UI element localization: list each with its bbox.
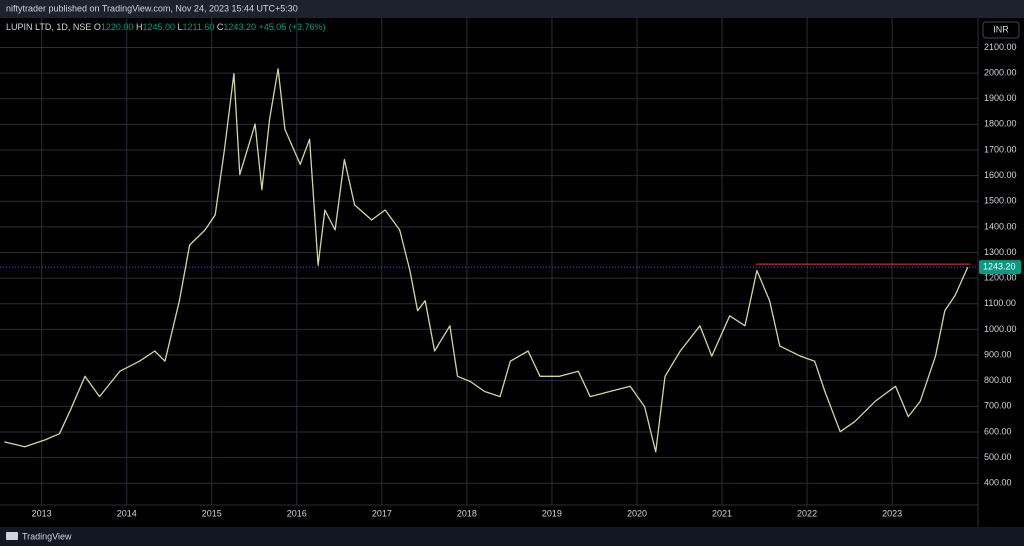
legend: LUPIN LTD, 1D, NSE O1220.00 H1245.00 L12… bbox=[6, 22, 326, 32]
x-tick-label: 2018 bbox=[457, 508, 477, 518]
legend-value: 1220.00 bbox=[101, 22, 134, 32]
legend-value: 1245.00 bbox=[142, 22, 175, 32]
legend-key: O bbox=[94, 22, 101, 32]
y-tick-label: 2000.00 bbox=[984, 67, 1017, 77]
x-tick-label: 2017 bbox=[372, 508, 392, 518]
y-tick-label: 1500.00 bbox=[984, 196, 1017, 206]
y-tick-label: 700.00 bbox=[984, 401, 1012, 411]
published-text: niftytrader published on TradingView.com… bbox=[6, 3, 298, 13]
last-price-box bbox=[979, 260, 1021, 275]
legend-key: C bbox=[217, 22, 224, 32]
y-tick-label: 1600.00 bbox=[984, 170, 1017, 180]
x-tick-label: 2020 bbox=[627, 508, 647, 518]
y-tick-label: 900.00 bbox=[984, 349, 1012, 359]
brand: TradingView bbox=[22, 531, 72, 541]
brand-logo bbox=[6, 532, 18, 540]
currency-button[interactable] bbox=[982, 21, 1020, 39]
y-tick-label: 600.00 bbox=[984, 426, 1012, 436]
top-bar bbox=[0, 0, 1024, 18]
x-tick-label: 2019 bbox=[542, 508, 562, 518]
x-tick-label: 2021 bbox=[712, 508, 732, 518]
x-tick-label: 2016 bbox=[287, 508, 307, 518]
y-tick-label: 2100.00 bbox=[984, 42, 1017, 52]
y-tick-label: 500.00 bbox=[984, 452, 1012, 462]
symbol: LUPIN LTD, 1D, NSE bbox=[6, 22, 91, 32]
x-tick-label: 2014 bbox=[117, 508, 137, 518]
y-tick-label: 1700.00 bbox=[984, 144, 1017, 154]
legend-value: 1243.20 bbox=[223, 22, 256, 32]
x-tick-label: 2013 bbox=[32, 508, 52, 518]
legend-key: L bbox=[178, 22, 183, 32]
y-tick-label: 800.00 bbox=[984, 375, 1012, 385]
price-line bbox=[4, 68, 969, 453]
y-tick-label: 1000.00 bbox=[984, 324, 1017, 334]
y-tick-label: 1100.00 bbox=[984, 298, 1016, 308]
legend-change: +45.05 (+3.76%) bbox=[258, 22, 325, 32]
x-tick-label: 2015 bbox=[202, 508, 222, 518]
y-tick-label: 1200.00 bbox=[984, 273, 1017, 283]
legend-value: 1211.60 bbox=[183, 22, 215, 32]
last-price-label: 1243.20 bbox=[983, 261, 1016, 271]
y-tick-label: 1900.00 bbox=[984, 93, 1017, 103]
y-tick-label: 400.00 bbox=[984, 478, 1012, 488]
currency[interactable]: INR bbox=[993, 24, 1009, 34]
y-tick-label: 1800.00 bbox=[984, 119, 1017, 129]
x-tick-label: 2023 bbox=[882, 508, 902, 518]
x-tick-label: 2022 bbox=[797, 508, 817, 518]
legend-key: H bbox=[136, 22, 143, 32]
y-tick-label: 1300.00 bbox=[984, 247, 1017, 257]
y-tick-label: 1400.00 bbox=[984, 221, 1017, 231]
bottom-bar bbox=[0, 527, 1024, 546]
